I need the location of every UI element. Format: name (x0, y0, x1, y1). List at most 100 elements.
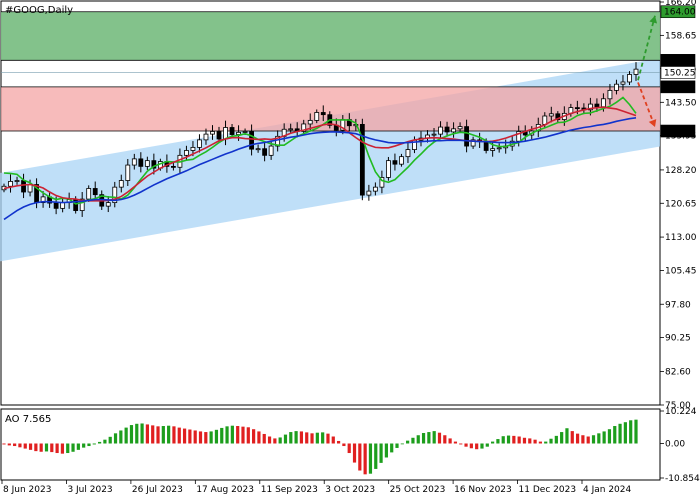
price-tick-label: 128.20 (665, 166, 697, 176)
candle-body (197, 139, 202, 148)
candle (14, 176, 20, 185)
candle-body (614, 83, 619, 91)
candle-body (366, 190, 372, 196)
ao-bar (326, 433, 330, 444)
ao-bar (18, 443, 22, 448)
candle-body (359, 124, 365, 196)
ao-bar (432, 431, 436, 444)
time-tick-label: 25 Oct 2023 (390, 485, 446, 495)
candle-body (242, 131, 248, 133)
candle-body (490, 148, 496, 151)
ao-bar (283, 434, 288, 444)
ao-bar (528, 438, 532, 444)
ao-bar (464, 443, 468, 447)
candle (275, 130, 281, 152)
candle-body (112, 186, 118, 204)
ao-tick-label: 10.224 (665, 407, 697, 417)
candle-body (21, 180, 26, 193)
candle-body (516, 131, 522, 142)
candle (594, 98, 600, 112)
price-tick-label: 97.80 (665, 300, 691, 310)
ao-bar (182, 428, 187, 444)
ao-bar (421, 433, 426, 444)
ao-bar (374, 443, 378, 469)
ao-bar (299, 431, 304, 444)
ao-bar (50, 443, 54, 453)
ao-bar (71, 443, 75, 452)
candle (249, 124, 254, 156)
candle-body (548, 113, 554, 117)
ao-bar (113, 433, 118, 444)
candle-body (431, 133, 437, 136)
candle (627, 71, 632, 86)
candle-body (607, 89, 613, 100)
ao-bar (480, 443, 484, 449)
candle (457, 122, 463, 133)
candle-body (386, 160, 391, 178)
ao-bar (607, 429, 612, 444)
ao-bar (416, 435, 420, 444)
ao-bar (44, 443, 49, 452)
price-tick-label: 113.00 (665, 233, 697, 243)
ao-bar (204, 432, 208, 444)
candle (171, 162, 176, 171)
ao-bar (241, 426, 245, 444)
ao-bar (443, 435, 447, 444)
ao-bar (140, 423, 144, 444)
ao-bar (390, 443, 394, 453)
chart-title: #GOOG,Daily (5, 5, 73, 16)
ao-bar (167, 425, 171, 444)
candle (633, 62, 639, 81)
candle (620, 75, 626, 91)
ao-bar (352, 443, 357, 463)
level-label: 164.00 (664, 8, 696, 18)
ao-bar (129, 425, 134, 444)
ao-bar (252, 429, 256, 444)
ao-bar (544, 441, 548, 444)
candle (151, 153, 157, 175)
candle (451, 122, 456, 138)
candle (607, 83, 613, 105)
ao-bar (363, 443, 367, 475)
candle-body (483, 141, 489, 151)
ao-bar (28, 443, 33, 450)
level-label: 153.00 (664, 56, 696, 66)
time-tick-label: 26 Jul 2023 (132, 485, 183, 495)
candle-body (190, 146, 196, 151)
level-box (660, 66, 696, 79)
candle (307, 113, 313, 131)
candle-body (131, 158, 137, 166)
price-tick-label: 75.00 (665, 401, 691, 411)
candle-body (399, 156, 404, 165)
candles (1, 62, 639, 217)
ao-bar (406, 440, 410, 444)
candle (262, 142, 268, 162)
candle-body (184, 150, 189, 156)
candle-body (555, 113, 561, 120)
ao-bar (82, 443, 86, 448)
candle-body (203, 133, 209, 141)
candle-body (229, 127, 235, 135)
level-box (660, 5, 696, 19)
time-axis: 8 Jun 2023 3 Jul 2023 26 Jul 2023 17 Aug 20… (1, 480, 631, 495)
ao-bar (119, 430, 123, 444)
ao-bar (321, 432, 325, 444)
candle (366, 184, 372, 201)
ao-bar (597, 433, 601, 444)
candle-body (451, 128, 456, 133)
ao-bar (533, 439, 537, 444)
candle-body (405, 149, 411, 158)
ao-bar (230, 425, 234, 444)
candle-body (92, 188, 98, 196)
ao-bar (273, 438, 277, 444)
ao-bar (368, 443, 373, 474)
ao-bar (188, 429, 192, 444)
ao-axis: 10.224 0.00 -10.854 (660, 407, 700, 484)
candle-body (542, 115, 548, 125)
candle-body (438, 126, 443, 135)
ao-bar (491, 441, 495, 444)
level-labels: 164.00 153.00 150.25 147.00 137.00 (660, 5, 696, 138)
candle-body (86, 188, 92, 200)
candle-body (216, 131, 222, 140)
